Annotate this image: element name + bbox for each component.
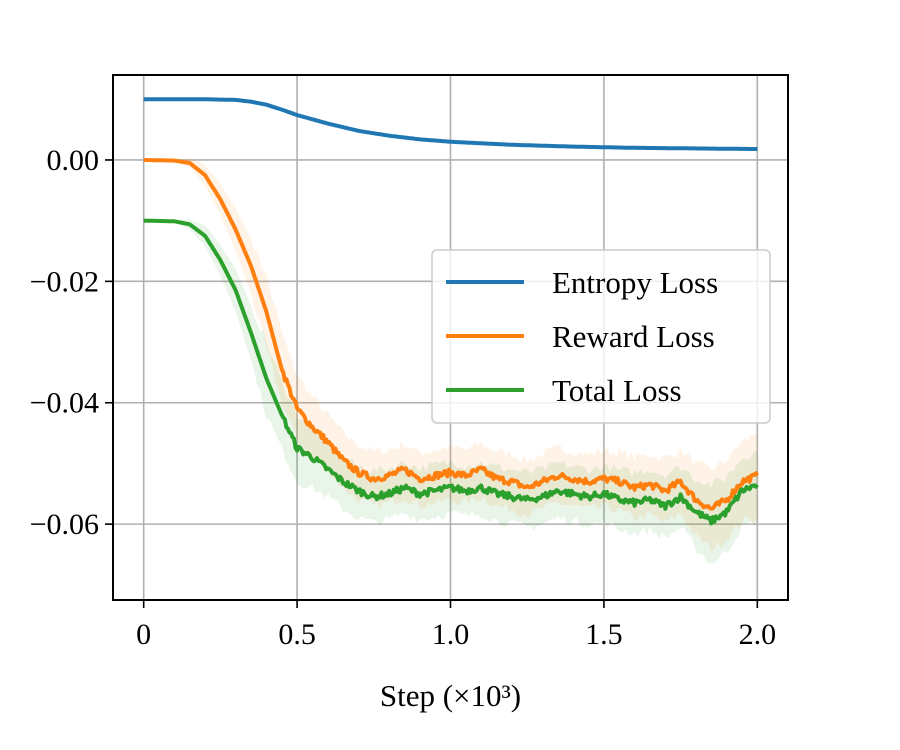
x-tick-label: 1.0	[432, 618, 470, 651]
x-tick-label: 2.0	[739, 618, 777, 651]
legend-label-total-loss: Total Loss	[552, 373, 682, 408]
total-loss-line	[143, 218, 759, 526]
y-tick-label: 0.00	[47, 144, 100, 177]
y-tick-label: −0.06	[30, 508, 99, 541]
x-tick-label: 1.5	[585, 618, 623, 651]
y-tick-label: −0.02	[30, 265, 99, 298]
axis-ticks: 0 0.5 1.0 1.5 2.0 0.00 −0.02 −0.04 −0.06	[30, 144, 776, 651]
x-tick-label: 0	[136, 618, 151, 651]
legend-label-entropy-loss: Entropy Loss	[552, 265, 718, 300]
legend-label-reward-loss: Reward Loss	[552, 319, 715, 354]
series-lines	[143, 97, 759, 526]
legend: Entropy Loss Reward Loss Total Loss	[431, 249, 771, 424]
x-axis-label: Step (×10³)	[380, 678, 521, 713]
legend-box	[431, 249, 771, 424]
reward-loss-line	[143, 158, 759, 511]
reward-loss-band	[143, 158, 758, 553]
y-tick-label: −0.04	[30, 387, 99, 420]
entropy-loss-line	[143, 97, 758, 151]
x-tick-label: 0.5	[278, 618, 316, 651]
